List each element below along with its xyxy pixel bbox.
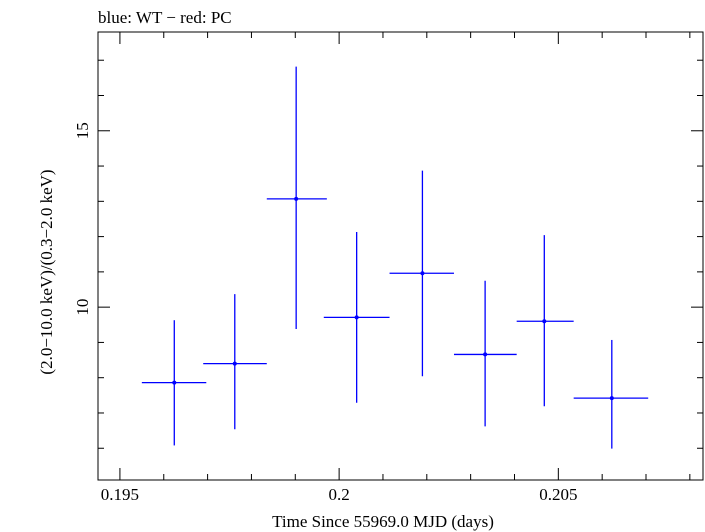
point-marker [609,396,614,401]
y-axis-label: (2.0−10.0 keV)/(0.3−2.0 keV) [37,169,56,374]
point-marker [294,196,299,201]
data-point [453,280,517,427]
data-point [203,294,267,430]
point-marker [542,319,547,324]
x-tick-label: 0.195 [101,485,139,504]
data-point [323,232,390,403]
data-points [141,66,649,449]
y-tick-label: 10 [73,299,92,316]
data-point [141,320,207,446]
x-tick-label: 0.2 [328,485,349,504]
point-marker [354,315,359,320]
data-point [389,170,454,377]
point-marker [483,352,488,357]
point-marker [172,380,177,385]
plot-frame [97,31,704,481]
chart-title: blue: WT − red: PC [98,8,232,27]
x-tick-label: 0.205 [539,485,577,504]
x-axis-label: Time Since 55969.0 MJD (days) [272,512,494,531]
axis-ticks: 0.195 0.2 0.205 10 15 [73,32,703,504]
data-point [573,339,649,449]
point-marker [232,361,237,366]
y-tick-label: 15 [73,122,92,139]
data-point [266,66,327,330]
data-point [516,235,574,407]
point-marker [420,271,425,276]
